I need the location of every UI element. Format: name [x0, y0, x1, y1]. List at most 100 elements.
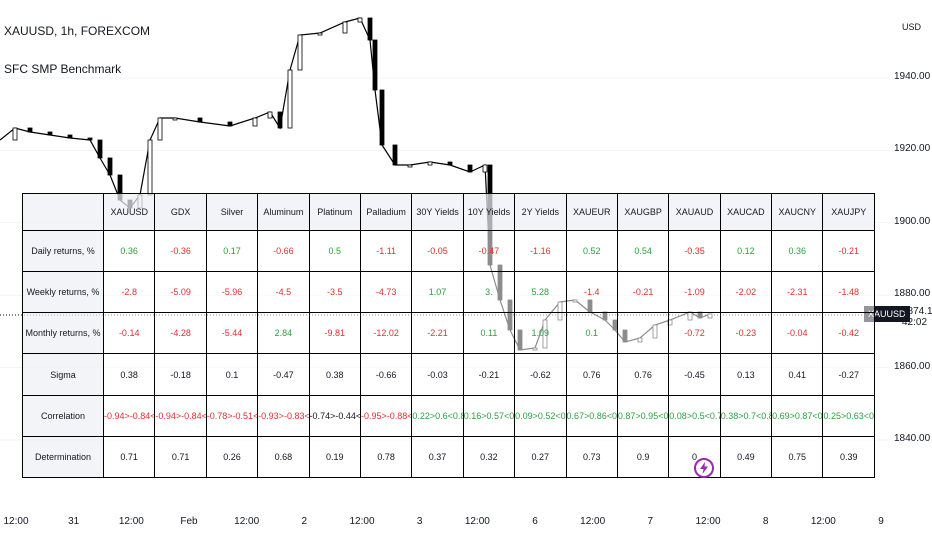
- table-cell: -0.94>-0.84<-0.64: [102, 394, 156, 437]
- table-cell: -0.95>-0.88<-0.72: [359, 394, 413, 437]
- table-cell: 0.26: [205, 435, 259, 479]
- table-cell: -4.5: [257, 271, 310, 314]
- table-cell: -0.03: [411, 353, 464, 396]
- candle: [197, 117, 203, 123]
- table-cell: 0.87>0.95<0.98: [616, 394, 670, 437]
- table-cell: 0.17: [205, 229, 259, 273]
- table-cell: 0.22>0.6<0.83: [411, 394, 464, 437]
- table-cell: -3.5: [308, 271, 361, 314]
- symbol-price-label: XAUUSD: [864, 306, 910, 322]
- column-header: Silver: [205, 193, 259, 231]
- candle: [297, 34, 303, 71]
- table-cell: 0.41: [771, 353, 824, 396]
- candle: [267, 111, 273, 119]
- table-cell: -1.11: [359, 229, 413, 273]
- price-tick: 1860.00: [894, 360, 931, 372]
- time-tick: 12:00: [3, 516, 29, 527]
- candle: [107, 157, 113, 176]
- table-cell: -1.09: [668, 271, 721, 314]
- table-cell: 0.54: [616, 229, 670, 273]
- column-header: GDX: [154, 193, 207, 231]
- last-price-readout: 1874.18 42:02: [902, 306, 932, 328]
- bar-countdown: 42:02: [902, 317, 928, 328]
- table-cell: -2.31: [771, 271, 824, 314]
- table-cell: -5.44: [205, 312, 259, 355]
- candle: [317, 32, 323, 36]
- column-header: XAUGBP: [616, 193, 670, 231]
- column-header: Platinum: [308, 193, 361, 231]
- table-cell: 0.38: [308, 353, 361, 396]
- table-cell: -5.09: [154, 271, 207, 314]
- price-axis[interactable]: 1940.00 1920.00 1900.00 1880.00 1860.00 1840.…: [890, 0, 932, 510]
- time-tick: 9: [878, 516, 884, 527]
- table-cell: 0.36: [102, 229, 156, 273]
- candle: [287, 69, 293, 129]
- table-cell: -0.93>-0.83<-0.61: [257, 394, 310, 437]
- table-cell: -0.18: [154, 353, 207, 396]
- table-cell: -0.74>-0.44<0: [308, 394, 361, 437]
- table-cell: 0.9: [616, 435, 670, 479]
- table-cell: -1.4: [565, 271, 618, 314]
- table-cell: 1.09: [514, 312, 567, 355]
- table-cell: 0.38: [102, 353, 156, 396]
- table-cell: -0.23: [719, 312, 773, 355]
- last-price-value: 1874.18: [902, 306, 932, 317]
- time-axis[interactable]: 12:00 31 12:00 Feb 12:00 2 12:00 3 12:00 6 12:00 7 1…: [0, 510, 890, 550]
- column-header: XAUCNY: [771, 193, 824, 231]
- table-cell: -0.42: [822, 312, 875, 355]
- candle: [67, 134, 73, 139]
- time-tick: 12:00: [234, 516, 260, 527]
- time-tick: 6: [532, 516, 538, 527]
- table-cell: -0.66: [359, 353, 413, 396]
- candle: [372, 39, 378, 91]
- table-row: Monthly returns, % -0.14 -4.28 -5.44 2.84 -9.…: [22, 312, 875, 355]
- time-tick: 31: [68, 516, 80, 527]
- table-cell: 0.52: [565, 229, 618, 273]
- table-cell: 0.5: [308, 229, 361, 273]
- table-cell: 0.49: [719, 435, 773, 479]
- table-row: Correlation-0.94>-0.84<-0.64-0.94>-0.84<…: [22, 394, 875, 437]
- table-cell: -9.81: [308, 312, 361, 355]
- time-tick: 7: [647, 516, 654, 527]
- table-cell: 0.67>0.86<0.94: [565, 394, 618, 437]
- column-header: XAUAUD: [668, 193, 721, 231]
- time-tick: 12:00: [118, 516, 144, 527]
- column-header: Palladium: [359, 193, 413, 231]
- price-tick: 1840.00: [894, 433, 931, 444]
- column-header: Aluminum: [257, 193, 310, 231]
- candle: [379, 89, 385, 146]
- table-cell: -0.47: [257, 353, 310, 396]
- table-cell: -0.66: [257, 229, 310, 273]
- table-cell: -2.21: [411, 312, 464, 355]
- time-tick: Feb: [180, 516, 198, 527]
- table-cell: 0.76: [565, 353, 618, 396]
- time-tick: 12:00: [810, 516, 836, 527]
- lightning-bolt-icon: [700, 462, 708, 474]
- candle: [467, 164, 473, 173]
- table-cell: -0.78>-0.51<-0.09: [205, 394, 259, 437]
- time-tick: 12:00: [695, 516, 721, 527]
- column-header: XAUUSD: [102, 193, 156, 231]
- candle: [97, 139, 103, 159]
- table-cell: 0.71: [102, 435, 156, 479]
- candle: [342, 21, 348, 34]
- table-cell: -0.72: [668, 312, 721, 355]
- candle: [27, 127, 33, 133]
- replay-button[interactable]: [694, 458, 714, 478]
- candle: [252, 117, 258, 127]
- table-cell: -1.48: [822, 271, 875, 314]
- price-tick: 1940.00: [894, 71, 931, 82]
- table-cell: 0.39: [822, 435, 875, 479]
- table-cell: 0.08>0.5<0.77: [668, 394, 721, 437]
- time-tick: 12:00: [464, 516, 490, 527]
- table-cell: -0.47: [462, 229, 516, 273]
- table-cell: -2.02: [719, 271, 773, 314]
- table-cell: 0.11: [462, 312, 516, 355]
- table-cell: -0.94>-0.84<-0.64: [154, 394, 207, 437]
- price-tick: 1900.00: [894, 215, 931, 227]
- table-cell: 1.07: [411, 271, 464, 314]
- header-corner: [22, 193, 104, 231]
- table-cell: 0.25>0.63<0.84: [822, 394, 875, 437]
- candle: [87, 137, 93, 141]
- candle: [447, 161, 453, 166]
